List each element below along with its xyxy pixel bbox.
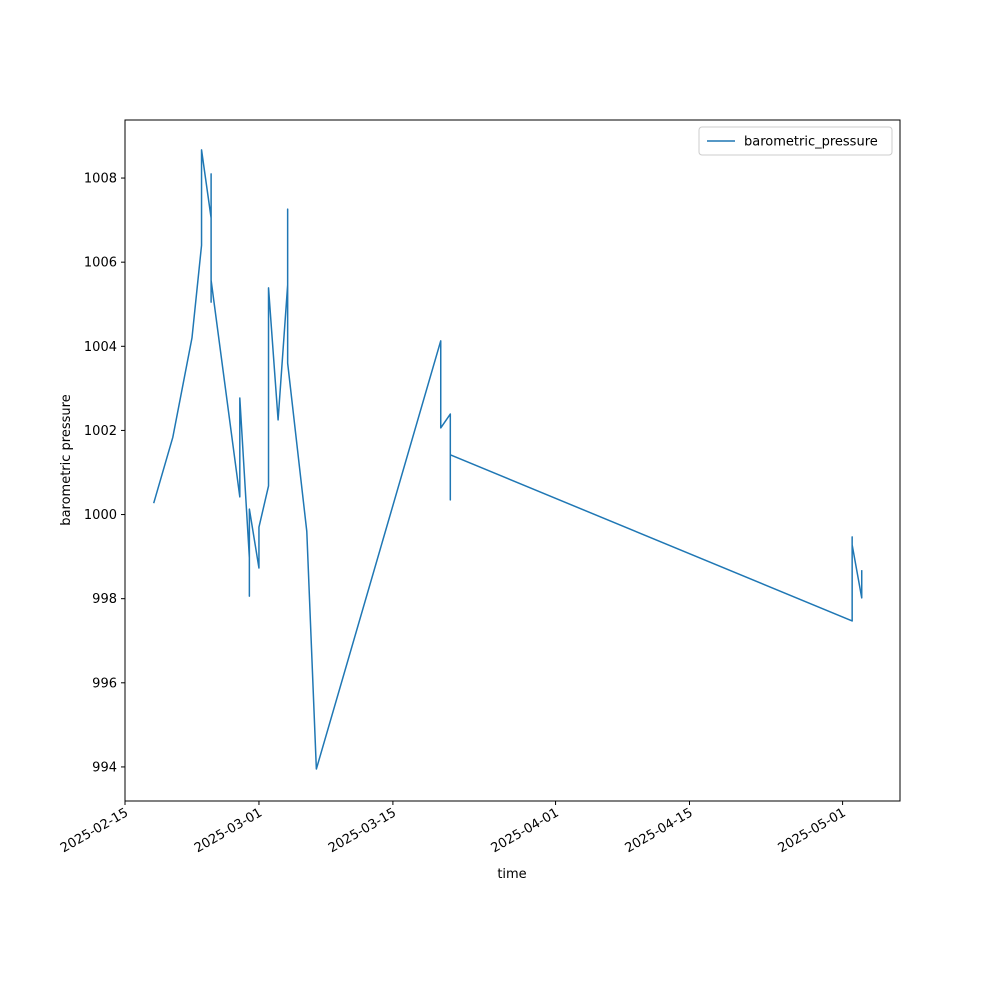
legend-label: barometric_pressure <box>744 135 878 150</box>
y-tick-label: 1002 <box>84 424 117 439</box>
x-tick-label: 2025-04-15 <box>623 805 696 856</box>
data-line <box>152 149 863 770</box>
y-tick-label: 996 <box>92 676 117 691</box>
y-tick-label: 1004 <box>84 340 117 355</box>
x-tick-label: 2025-03-15 <box>326 805 399 856</box>
y-tick-label: 1006 <box>84 256 117 271</box>
x-tick-label: 2025-03-01 <box>192 805 265 856</box>
plot-frame <box>124 119 901 802</box>
legend: barometric_pressure <box>698 126 893 156</box>
y-axis-label: barometric pressure <box>59 394 74 525</box>
x-tick-label: 2025-05-01 <box>776 805 849 856</box>
x-tick-label: 2025-04-01 <box>489 805 562 856</box>
y-tick-label: 994 <box>92 760 117 775</box>
x-tick-label: 2025-02-15 <box>58 805 131 856</box>
y-tick-label: 998 <box>92 592 117 607</box>
y-tick-label: 1008 <box>84 172 117 187</box>
y-tick-label: 1000 <box>84 508 117 523</box>
x-axis-label: time <box>497 867 526 882</box>
legend-box <box>698 126 893 156</box>
